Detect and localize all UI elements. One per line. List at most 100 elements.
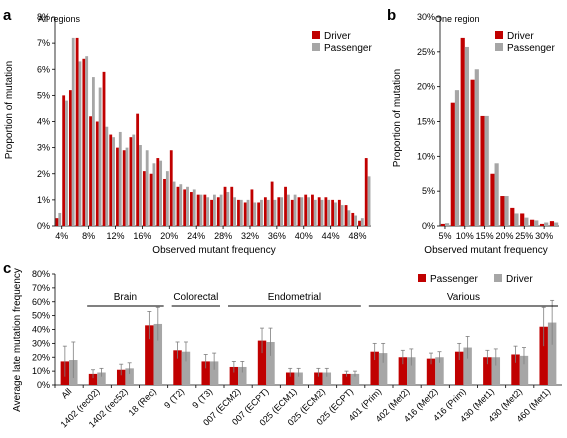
bar-passenger: [454, 351, 464, 385]
bar-passenger: [300, 197, 304, 226]
x-tick-label: 16%: [133, 231, 151, 241]
bar-passenger: [116, 369, 126, 385]
y-tick-label: 1%: [37, 195, 50, 205]
bar-passenger: [257, 340, 267, 385]
bar-passenger: [213, 194, 216, 226]
x-tick-label: 24%: [187, 231, 205, 241]
bar-driver: [311, 194, 314, 226]
category-label: 9 (T2): [162, 386, 186, 410]
bar-passenger: [293, 194, 297, 226]
bar-passenger: [494, 163, 499, 226]
panel-c-legend: Passenger Driver: [418, 274, 533, 285]
bar-passenger: [173, 350, 182, 385]
bar-driver: [277, 197, 281, 226]
legend-swatch-passenger: [495, 43, 503, 51]
y-tick-label: 8%: [37, 12, 50, 22]
bar-passenger: [360, 218, 364, 226]
bar-driver: [129, 137, 133, 226]
bar-driver: [263, 197, 267, 226]
bar-passenger: [145, 325, 154, 385]
bar-passenger: [246, 199, 250, 227]
bar-driver: [519, 355, 529, 385]
y-tick-label: 25%: [417, 47, 435, 57]
bar-passenger: [132, 134, 136, 226]
legend-label-driver: Driver: [507, 31, 534, 42]
legend-label-driver: Driver: [324, 31, 351, 42]
bar-driver: [547, 322, 557, 385]
panel-c-letter: c: [3, 260, 11, 277]
bar-passenger: [260, 199, 263, 227]
bar-driver: [266, 341, 275, 385]
bar-driver: [116, 147, 119, 227]
bar-passenger: [340, 205, 344, 226]
bar-driver: [176, 186, 180, 226]
bar-driver: [149, 173, 153, 226]
y-tick-label: 15%: [417, 117, 435, 127]
bar-driver: [209, 361, 219, 385]
legend-label-driver: Driver: [506, 274, 533, 285]
y-tick-label: 0%: [37, 380, 50, 390]
bar-driver: [109, 134, 113, 226]
y-tick-label: 10%: [417, 151, 435, 161]
x-tick-label: 10%: [456, 231, 474, 241]
bar-passenger: [88, 373, 98, 385]
bar-driver: [304, 194, 308, 226]
panel-a-title: All regions: [38, 14, 81, 24]
panel-b-xlabel: Observed mutant frequency: [424, 245, 547, 256]
y-tick-label: 60%: [32, 297, 50, 307]
bar-driver: [210, 199, 213, 227]
y-tick-label: 80%: [32, 269, 50, 279]
bar-passenger: [483, 357, 492, 385]
bar-driver: [183, 189, 187, 226]
x-tick-label: 32%: [241, 231, 259, 241]
bar-driver: [549, 221, 555, 226]
panel-a-ylabel: Proportion of mutation: [4, 61, 15, 159]
y-tick-label: 50%: [32, 311, 50, 321]
bar-passenger: [273, 199, 277, 227]
x-tick-label: 48%: [349, 231, 367, 241]
bar-driver: [243, 202, 247, 226]
bar-driver: [480, 115, 485, 226]
bar-passenger: [192, 189, 196, 226]
bar-passenger: [253, 202, 257, 226]
x-tick-label: 28%: [214, 231, 232, 241]
bar-passenger: [504, 196, 509, 226]
bar-passenger: [179, 184, 183, 226]
bar-passenger: [286, 194, 290, 226]
bar-driver: [378, 353, 388, 385]
bar-driver: [55, 218, 59, 226]
y-tick-label: 4%: [37, 117, 50, 127]
bar-driver: [82, 58, 86, 226]
bar-passenger: [474, 69, 479, 226]
y-tick-label: 6%: [37, 64, 50, 74]
bar-passenger: [219, 194, 223, 226]
bar-driver: [539, 223, 545, 226]
bar-driver: [350, 373, 360, 385]
bar-driver: [364, 158, 368, 226]
panel-b-legend: Driver Passenger: [495, 31, 555, 54]
legend-label-passenger: Passenger: [324, 43, 372, 54]
x-tick-label: 15%: [476, 231, 494, 241]
x-tick-label: 20%: [495, 231, 513, 241]
x-tick-label: 25%: [515, 231, 533, 241]
bar-passenger: [454, 90, 460, 227]
bar-driver: [435, 357, 444, 385]
bar-passenger: [98, 87, 102, 226]
legend-swatch-driver: [494, 274, 502, 282]
y-tick-label: 5%: [37, 90, 50, 100]
bar-driver: [68, 90, 72, 227]
bar-driver: [344, 205, 348, 226]
bar-driver: [530, 219, 535, 226]
panel-b-ylabel: Proportion of mutation: [392, 69, 403, 167]
bar-driver: [181, 351, 191, 385]
bar-driver: [122, 150, 126, 226]
bar-passenger: [367, 176, 371, 226]
bar-driver: [351, 212, 355, 226]
bar-driver: [297, 197, 301, 226]
bar-passenger: [229, 366, 239, 385]
bar-passenger: [165, 171, 169, 226]
bar-passenger: [514, 213, 519, 226]
panel-c-ylabel: Average late mutation frequency: [12, 268, 23, 412]
bar-passenger: [85, 56, 89, 226]
